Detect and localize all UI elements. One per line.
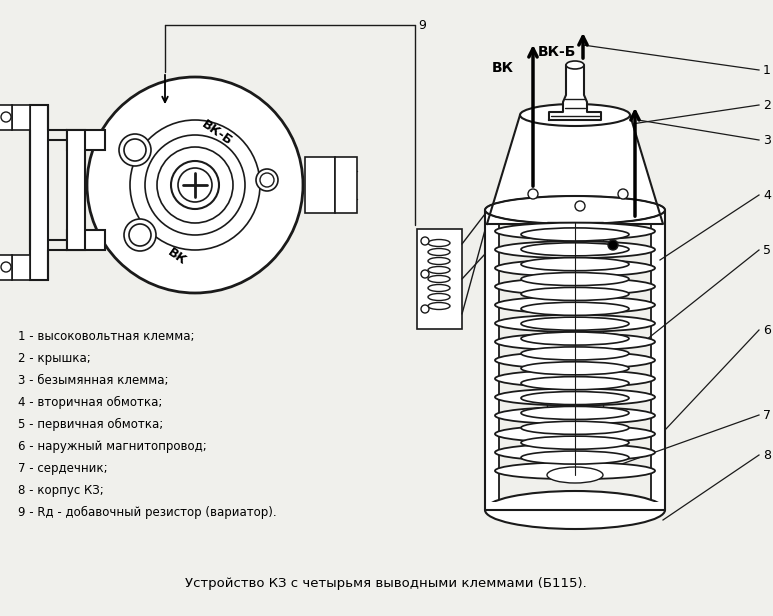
Ellipse shape [521,347,629,360]
Text: 2 - крышка;: 2 - крышка; [18,352,90,365]
Bar [30,105,48,280]
Circle shape [256,169,278,191]
Bar [547,222,603,475]
Text: 8: 8 [763,448,771,461]
Bar [12,255,30,280]
Text: ВК-Б: ВК-Б [538,45,576,59]
Text: 3 - безымянная клемма;: 3 - безымянная клемма; [18,374,169,387]
Text: 7: 7 [763,408,771,421]
Polygon shape [487,115,663,224]
Circle shape [171,161,219,209]
Text: 1: 1 [763,63,771,76]
Ellipse shape [521,257,629,271]
Bar [651,210,665,510]
Ellipse shape [485,196,665,224]
Bar [0,105,12,130]
Text: 5 - первичная обмотка;: 5 - первичная обмотка; [18,418,163,431]
Bar [67,130,85,250]
Bar [67,130,105,150]
Text: ВК-Б: ВК-Б [199,118,235,148]
Bar [0,255,12,280]
Ellipse shape [495,426,655,442]
Ellipse shape [521,376,629,390]
Text: 9: 9 [418,18,426,31]
Text: 4: 4 [763,188,771,201]
Ellipse shape [495,241,655,258]
Ellipse shape [495,444,655,461]
Circle shape [618,189,628,199]
Text: 9 - Rд - добавочный резистор (вариатор).: 9 - Rд - добавочный резистор (вариатор). [18,506,277,519]
Bar [67,230,105,250]
Ellipse shape [495,352,655,369]
Text: 8 - корпус КЗ;: 8 - корпус КЗ; [18,484,104,497]
Circle shape [421,270,429,278]
Ellipse shape [495,333,655,351]
Ellipse shape [521,302,629,315]
Circle shape [119,134,151,166]
Ellipse shape [520,104,630,126]
Ellipse shape [495,389,655,405]
Circle shape [421,237,429,245]
Circle shape [608,240,618,250]
Ellipse shape [521,451,629,464]
Text: ВК: ВК [492,61,514,75]
Ellipse shape [521,228,629,241]
Ellipse shape [521,436,629,449]
Ellipse shape [521,317,629,330]
Ellipse shape [495,223,655,240]
Text: ВК: ВК [165,246,189,268]
Ellipse shape [485,491,665,529]
Ellipse shape [495,407,655,424]
Text: 3: 3 [763,134,771,147]
Polygon shape [549,65,601,120]
Text: 2: 2 [763,99,771,111]
Bar [335,157,357,213]
Text: 7 - сердечник;: 7 - сердечник; [18,462,107,475]
Circle shape [87,77,303,293]
Circle shape [575,201,585,211]
Text: 5: 5 [763,243,771,256]
Ellipse shape [495,315,655,332]
Bar [417,229,462,329]
Ellipse shape [495,370,655,387]
Ellipse shape [521,332,629,345]
Ellipse shape [521,272,629,286]
Text: 1 - высоковольтная клемма;: 1 - высоковольтная клемма; [18,330,195,343]
Ellipse shape [566,61,584,69]
Ellipse shape [521,288,629,301]
Circle shape [178,168,212,202]
Bar [485,210,499,510]
Bar [12,105,30,130]
Ellipse shape [521,421,629,434]
Ellipse shape [495,278,655,295]
Ellipse shape [521,392,629,405]
Ellipse shape [495,463,655,479]
Ellipse shape [495,296,655,314]
Ellipse shape [495,259,655,277]
Text: 4 - вторичная обмотка;: 4 - вторичная обмотка; [18,396,162,409]
Bar [485,502,665,510]
Text: 6: 6 [763,323,771,336]
Circle shape [528,189,538,199]
Bar [305,157,335,213]
Ellipse shape [521,407,629,419]
Text: 6 - наружный магнитопровод;: 6 - наружный магнитопровод; [18,440,206,453]
Text: Устройство КЗ с четырьмя выводными клеммами (Б115).: Устройство КЗ с четырьмя выводными клемм… [185,577,587,590]
Ellipse shape [521,243,629,256]
Ellipse shape [521,362,629,375]
Circle shape [124,219,156,251]
Ellipse shape [547,467,603,483]
Circle shape [421,305,429,313]
